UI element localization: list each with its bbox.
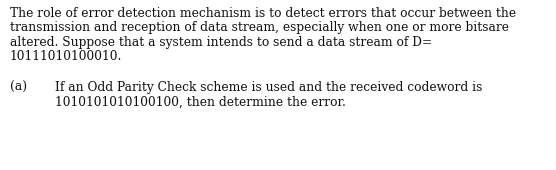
Text: transmission and reception of data stream, especially when one or more bitsare: transmission and reception of data strea… (10, 21, 509, 35)
Text: altered. Suppose that a system intends to send a data stream of D=: altered. Suppose that a system intends t… (10, 36, 432, 49)
Text: 10111010100010.: 10111010100010. (10, 50, 122, 64)
Text: If an Odd Parity Check scheme is used and the received codeword is: If an Odd Parity Check scheme is used an… (55, 81, 483, 94)
Text: 1010101010100100, then determine the error.: 1010101010100100, then determine the err… (55, 95, 346, 108)
Text: (a): (a) (10, 81, 27, 94)
Text: The role of error detection mechanism is to detect errors that occur between the: The role of error detection mechanism is… (10, 7, 516, 20)
